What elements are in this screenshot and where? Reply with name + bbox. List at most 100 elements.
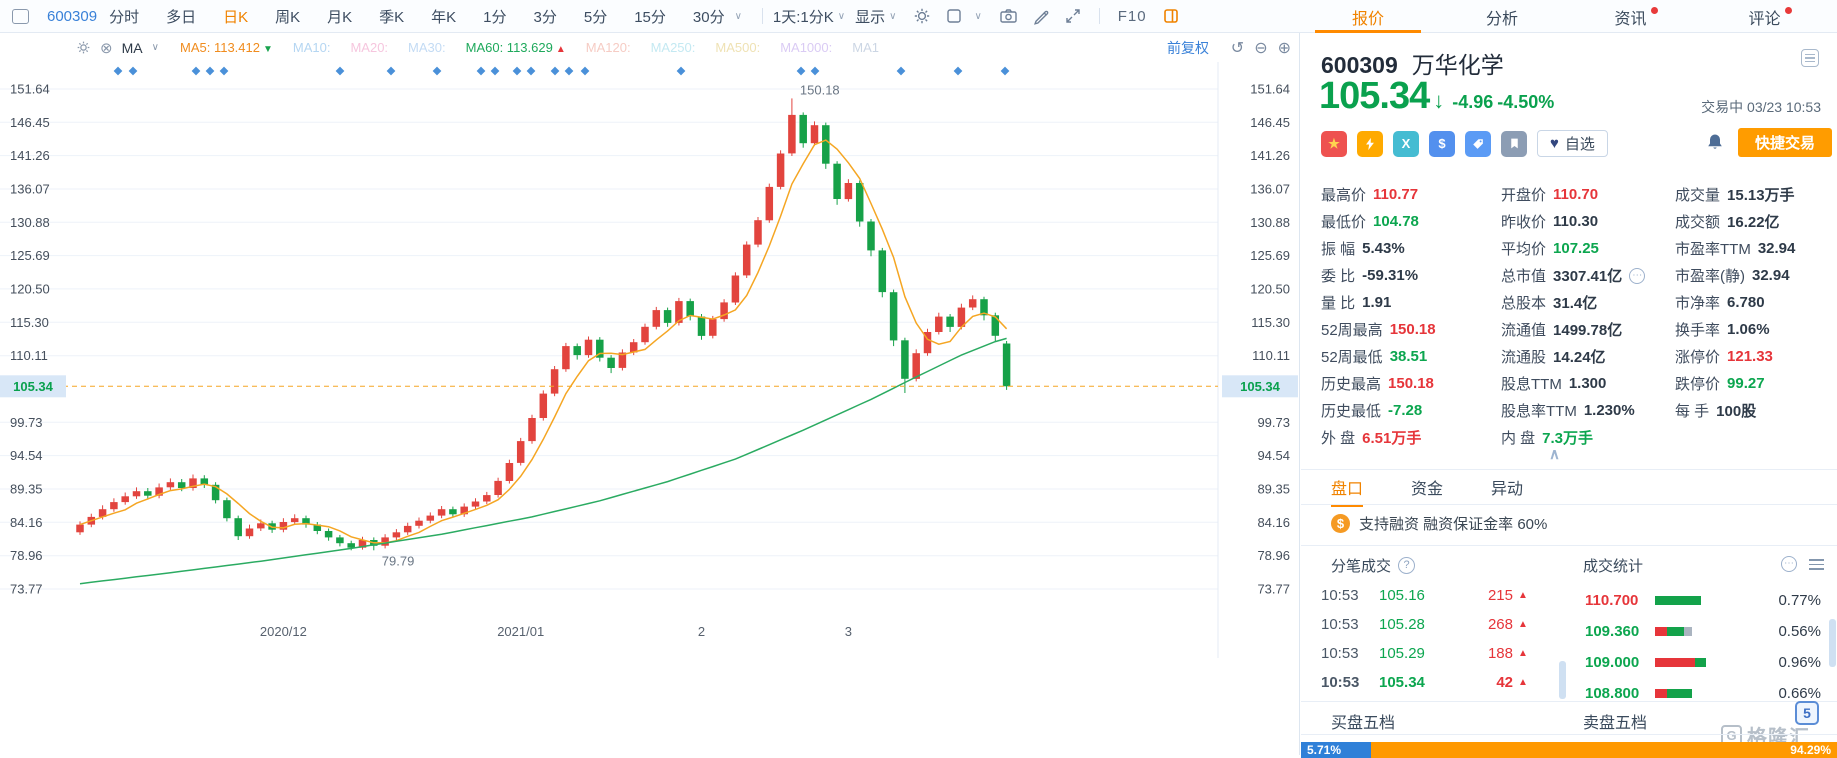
volume-stats-list[interactable]: 110.700 0.77% 109.360 0.56% 109.000 0.96% 108.… <box>1585 585 1821 709</box>
subtab-盘口[interactable]: 盘口 <box>1331 475 1364 507</box>
camera-icon[interactable] <box>999 7 1018 25</box>
ma-item-MA20[interactable]: MA20: <box>350 40 389 55</box>
subtab-异动[interactable]: 异动 <box>1491 481 1524 498</box>
orderflow-tabs: 盘口 资金 异动 <box>1331 475 1523 507</box>
period-1分[interactable]: 1分 <box>483 8 507 26</box>
zoom-out-icon[interactable]: ⊖ <box>1254 39 1268 57</box>
quick-trade-button[interactable]: 快捷交易 <box>1738 128 1832 157</box>
svg-text:73.77: 73.77 <box>10 582 43 597</box>
ma-item-MA250[interactable]: MA250: <box>650 40 696 55</box>
indicator-gear-icon[interactable] <box>76 40 91 55</box>
chevron-down-icon[interactable]: ∨ <box>734 10 742 22</box>
sell5-label[interactable]: 卖盘五档 <box>1583 715 1648 732</box>
period-年K[interactable]: 年K <box>431 8 457 26</box>
period-15分[interactable]: 15分 <box>634 8 666 26</box>
svg-text:99.73: 99.73 <box>1257 415 1290 430</box>
svg-text:79.79: 79.79 <box>382 553 415 568</box>
multi-period-select[interactable]: 1天:1分K <box>772 8 834 26</box>
add-watchlist-button[interactable]: ♥ 自选 <box>1537 130 1608 157</box>
list-view-icon[interactable] <box>1809 556 1824 573</box>
period-季K[interactable]: 季K <box>379 8 405 26</box>
notification-dot <box>1650 7 1658 14</box>
zoom-in-icon[interactable]: ⊕ <box>1277 39 1291 57</box>
svg-text:146.45: 146.45 <box>10 115 50 130</box>
display-menu[interactable]: 显示 <box>855 8 886 26</box>
tab-分析[interactable]: 分析 <box>1485 10 1518 28</box>
more-ellipsis-icon[interactable]: ⋯ <box>1629 267 1646 284</box>
adjust-mode-link[interactable]: 前复权 <box>1167 39 1209 56</box>
quote-cell: 市净率 6.780 <box>1675 294 1765 312</box>
ma-selector[interactable]: MA <box>121 39 143 56</box>
period-30分[interactable]: 30分 <box>692 8 725 26</box>
period-buttons: 分时 多日 日K 周K 月K 季K 年K 1分 3分 5分 15分 30分 <box>109 6 725 27</box>
trade-row: 10:53 105.28 268 ▲ <box>1321 616 1528 633</box>
window-icon[interactable] <box>12 8 29 24</box>
candlestick-chart[interactable]: 151.64 151.64 146.45 146.45 141.26 141.26 136.… <box>0 62 1300 658</box>
collapse-chevron-icon[interactable]: ∧ <box>1549 446 1560 463</box>
alert-bell-icon[interactable] <box>1705 132 1725 152</box>
trade-row: 10:53 105.29 188 ▲ <box>1321 645 1528 662</box>
ma-item-MA1[interactable]: MA1 <box>852 40 879 55</box>
svg-text:130.88: 130.88 <box>1250 215 1290 230</box>
quote-cell: 市盈率(静) 32.94 <box>1675 267 1790 285</box>
symbol-code[interactable]: 600309 <box>47 7 98 25</box>
settings-gear-icon[interactable] <box>913 7 931 25</box>
quote-cell: 流通股 14.24亿 <box>1501 349 1606 366</box>
ma-item-MA5[interactable]: MA5: 113.412 ▼ <box>180 40 273 55</box>
quote-panel: 600309 万华化学 105.34 ↓ -4.96 -4.50% 交易中 03… <box>1301 33 1837 758</box>
period-周K[interactable]: 周K <box>275 8 301 26</box>
tick-trades-list[interactable]: 10:53 105.16 215 ▲ 10:53 105.28 268 ▲ 10:53 105.2… <box>1321 581 1571 697</box>
svg-text:150.18: 150.18 <box>800 82 840 97</box>
ma-item-MA1000[interactable]: MA1000: <box>780 40 833 55</box>
svg-text:120.50: 120.50 <box>10 281 50 296</box>
period-5分[interactable]: 5分 <box>583 8 608 26</box>
ma-item-MA10[interactable]: MA10: <box>292 40 331 55</box>
help-question-icon[interactable]: ? <box>1398 557 1416 574</box>
quote-cell: 成交额 16.22亿 <box>1675 214 1780 231</box>
chevron-down-icon[interactable]: ∨ <box>889 10 897 22</box>
period-多日[interactable]: 多日 <box>166 8 197 26</box>
trades-scrollbar[interactable] <box>1559 661 1566 699</box>
panel-menu-icon[interactable] <box>1801 49 1819 67</box>
undo-icon[interactable]: ↺ <box>1230 39 1245 57</box>
stats-scrollbar[interactable] <box>1829 619 1836 667</box>
level5-badge[interactable]: 5 <box>1795 701 1819 725</box>
quote-cell: 总市值 3307.41亿 ⋯ <box>1501 262 1675 289</box>
indicator-close-icon[interactable]: ⊗ <box>100 39 113 57</box>
quote-cell: 最高价 110.77 <box>1321 186 1419 204</box>
ma-item-MA60[interactable]: MA60: 113.629 ▲ <box>465 40 566 55</box>
tab-报价[interactable]: 报价 <box>1301 0 1435 33</box>
stat-row: 110.700 0.77% <box>1585 592 1821 609</box>
active-tab-underline <box>1315 30 1421 33</box>
svg-text:151.64: 151.64 <box>10 82 50 97</box>
chevron-down-icon[interactable]: ∨ <box>837 10 846 22</box>
period-日K[interactable]: 日K <box>223 8 249 26</box>
period-分时[interactable]: 分时 <box>109 8 140 26</box>
period-月K[interactable]: 月K <box>327 8 353 26</box>
svg-text:2021/01: 2021/01 <box>497 624 544 639</box>
f10-button[interactable]: F10 <box>1117 7 1147 25</box>
chevron-down-icon[interactable]: ∨ <box>974 10 982 22</box>
tag-badge <box>1465 130 1491 157</box>
svg-text:136.07: 136.07 <box>1250 182 1290 197</box>
quote-cell: 流通值 1499.78亿 <box>1501 322 1623 339</box>
period-3分[interactable]: 3分 <box>533 8 557 26</box>
pencil-icon[interactable] <box>1032 7 1050 25</box>
subtab-资金[interactable]: 资金 <box>1411 481 1444 498</box>
svg-text:78.96: 78.96 <box>10 548 43 563</box>
buy5-label[interactable]: 买盘五档 <box>1331 715 1396 732</box>
side-panel-toggle-icon[interactable] <box>1162 7 1180 25</box>
tab-评论[interactable]: 评论 <box>1703 0 1837 33</box>
layout-icon[interactable] <box>945 7 963 25</box>
toolbar-divider <box>761 8 763 24</box>
tab-资讯[interactable]: 资讯 <box>1569 0 1703 33</box>
more-ellipsis-icon[interactable]: ⋯ <box>1781 556 1797 573</box>
ma-item-MA30[interactable]: MA30: <box>408 40 446 55</box>
fullscreen-expand-icon[interactable] <box>1064 7 1082 25</box>
svg-text:84.16: 84.16 <box>10 515 43 530</box>
svg-text:141.26: 141.26 <box>1250 148 1290 163</box>
chevron-down-icon[interactable]: ∨ <box>151 42 159 53</box>
stat-row: 109.000 0.96% <box>1585 654 1821 671</box>
ma-item-MA500[interactable]: MA500: <box>715 40 761 55</box>
ma-item-MA120[interactable]: MA120: <box>585 40 631 55</box>
